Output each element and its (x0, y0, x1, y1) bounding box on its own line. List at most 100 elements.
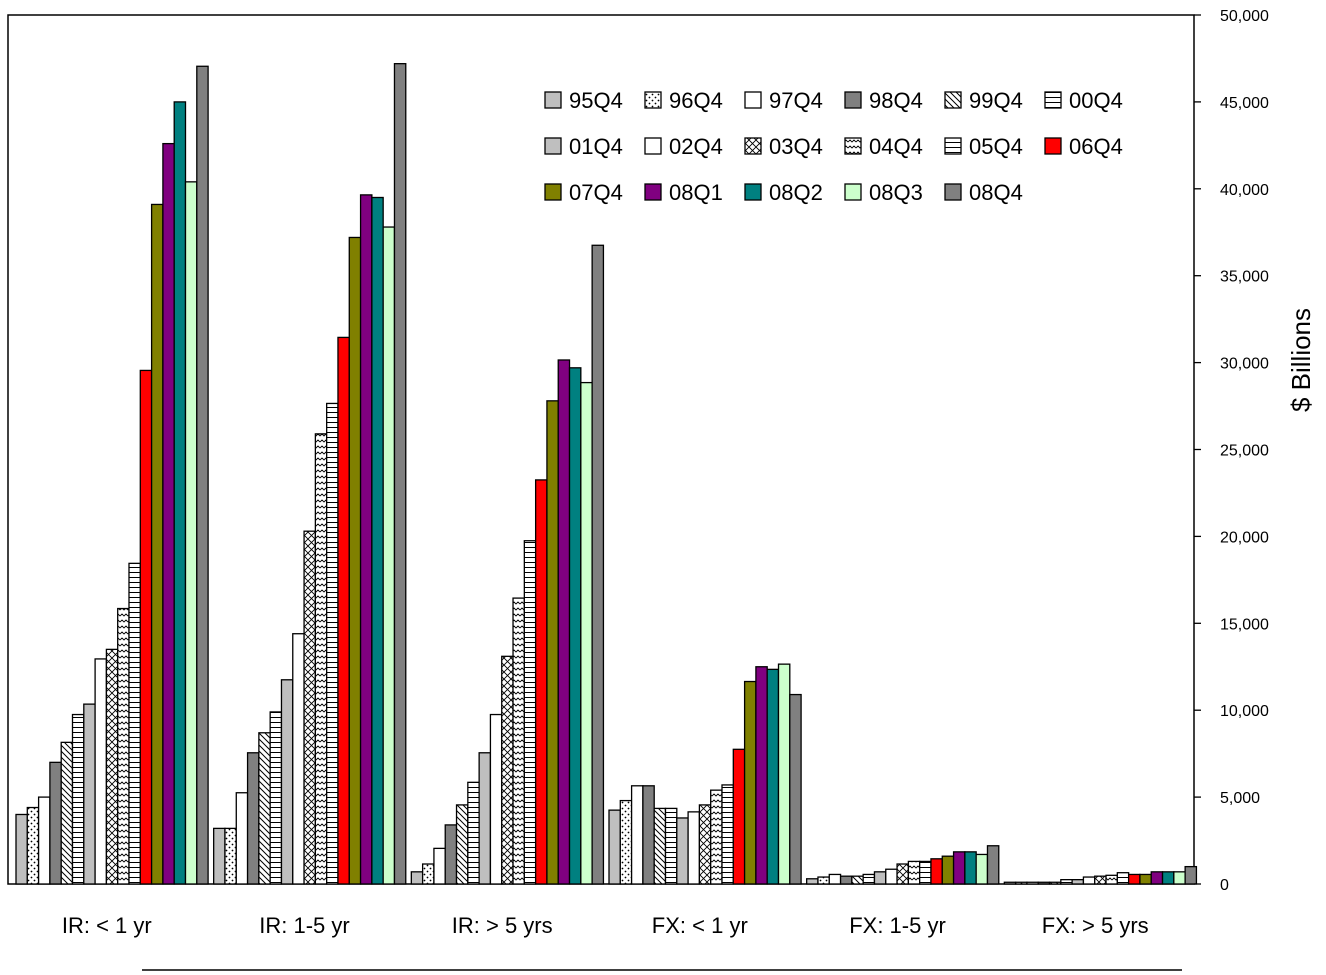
x-tick-label: FX: > 5 yrs (1042, 913, 1149, 938)
bar (619, 799, 633, 885)
bar (359, 194, 373, 885)
x-tick-label: IR: > 5 yrs (452, 913, 553, 938)
bar (975, 853, 989, 885)
bar (421, 863, 435, 885)
bar (117, 607, 130, 885)
y-tick-label: 5,000 (1220, 790, 1260, 807)
bar (806, 878, 819, 885)
y-tick-label: 25,000 (1220, 443, 1269, 460)
legend-swatch (1044, 137, 1062, 155)
y-tick-label: 10,000 (1220, 703, 1269, 720)
bar (1048, 881, 1062, 885)
y-axis-title: $ Billions (1286, 308, 1316, 412)
bar (83, 703, 96, 885)
bar (817, 876, 830, 885)
legend-swatch (644, 137, 662, 155)
x-tick-label: IR: < 1 yr (62, 913, 152, 938)
y-tick-label: 40,000 (1220, 182, 1269, 199)
bar (246, 752, 260, 885)
bar (444, 824, 458, 885)
legend-label: 97Q4 (769, 88, 823, 113)
bar (828, 873, 842, 885)
legend-swatch (744, 91, 762, 109)
legend-label: 08Q4 (969, 180, 1023, 205)
bar (455, 804, 469, 885)
legend-item: 08Q4 (944, 180, 1023, 205)
legend-label: 96Q4 (669, 88, 723, 113)
bar (1082, 876, 1096, 885)
y-tick-label: 50,000 (1220, 8, 1269, 25)
legend-swatch (544, 183, 562, 201)
bar (1116, 872, 1130, 885)
bar (224, 827, 237, 885)
bar (862, 873, 876, 885)
bar (885, 868, 898, 885)
legend-item: 99Q4 (944, 88, 1023, 113)
bar (213, 827, 226, 885)
bar (546, 400, 559, 885)
bar (303, 530, 317, 885)
bar (873, 871, 887, 885)
bar (1127, 873, 1141, 885)
bar (184, 181, 198, 885)
bar (410, 871, 424, 885)
bar (568, 367, 582, 885)
x-tick-label: FX: < 1 yr (652, 913, 748, 938)
y-tick-label: 15,000 (1220, 616, 1269, 633)
legend-label: 01Q4 (569, 134, 623, 159)
bar (139, 369, 153, 885)
legend-label: 08Q1 (669, 180, 723, 205)
y-tick-label: 0 (1220, 877, 1229, 894)
bar (777, 663, 791, 885)
bar (896, 863, 910, 885)
bar (676, 817, 689, 885)
bar (393, 63, 407, 885)
bar (512, 597, 525, 885)
bar (687, 811, 701, 885)
legend-label: 98Q4 (869, 88, 923, 113)
legend-item: 07Q4 (544, 180, 623, 205)
bar (664, 807, 678, 885)
bar (1003, 881, 1017, 885)
x-tick-label: FX: 1-5 yr (849, 913, 946, 938)
bar (1139, 873, 1152, 885)
bar (580, 381, 593, 885)
bar (258, 732, 271, 885)
legend-item: 08Q3 (844, 180, 923, 205)
bar (1150, 871, 1164, 885)
bar (851, 875, 864, 885)
legend-item: 03Q4 (744, 134, 823, 159)
bar (269, 711, 283, 885)
bar (150, 203, 164, 885)
legend-item: 95Q4 (544, 88, 623, 113)
bar (433, 847, 446, 885)
bar (371, 196, 384, 885)
bar (280, 679, 294, 885)
legend-swatch (944, 183, 962, 201)
bar (1037, 881, 1051, 885)
legend-label: 06Q4 (1069, 134, 1123, 159)
bar (952, 851, 966, 885)
legend-item: 96Q4 (644, 88, 723, 113)
legend-item: 98Q4 (844, 88, 923, 113)
legend-label: 07Q4 (569, 180, 623, 205)
legend-item: 05Q4 (944, 134, 1023, 159)
bar (26, 806, 40, 885)
bar-group (608, 663, 802, 885)
legend-swatch (744, 183, 762, 201)
bar (196, 65, 209, 885)
bar (907, 860, 921, 885)
bar (1014, 881, 1028, 885)
legend-label: 02Q4 (669, 134, 723, 159)
legend-label: 00Q4 (1069, 88, 1123, 113)
bar (337, 336, 350, 885)
y-tick-label: 45,000 (1220, 95, 1269, 112)
bar (732, 748, 746, 885)
bar (60, 741, 74, 885)
bar-group (1003, 865, 1198, 885)
y-axis: 0 5,000 10,000 15,000 20,000 25,000 30,000 35,0… (1194, 8, 1269, 894)
legend-swatch (744, 137, 762, 155)
bar (591, 244, 605, 885)
legend-item: 06Q4 (1044, 134, 1123, 159)
